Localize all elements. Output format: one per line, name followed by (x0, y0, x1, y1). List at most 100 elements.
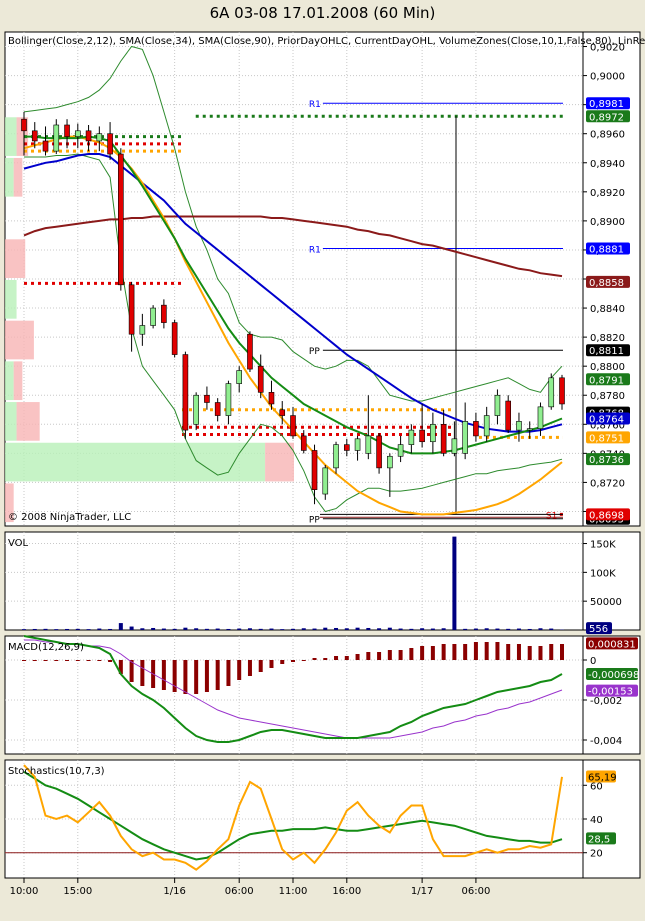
volume-bar (151, 627, 156, 630)
volume-zone-down (5, 483, 14, 523)
candle-body (322, 467, 329, 495)
x-tick-label: 11:00 (279, 886, 308, 897)
candle-body (430, 423, 436, 443)
candle-body (193, 394, 199, 425)
candle-body (290, 415, 296, 437)
candle-body (150, 307, 156, 326)
macd-histogram-bar (452, 644, 457, 660)
bollinger-middle-line (24, 135, 563, 455)
candle-body (505, 400, 512, 431)
macd-histogram-bar (280, 660, 285, 664)
macd-histogram-bar (226, 660, 231, 686)
macd-histogram-bar (387, 650, 392, 660)
macd-line (23, 635, 563, 743)
macd-histogram-bar (366, 652, 371, 660)
volume-bar (409, 628, 414, 630)
volume-bar (355, 627, 360, 630)
copyright-text: © 2008 NinjaTrader, LLC (8, 512, 131, 523)
stochastics-tag-background (586, 832, 616, 845)
volume-zone-up (5, 442, 266, 482)
volume-bar (452, 536, 457, 630)
candle-body (300, 435, 307, 451)
macd-tag-background (586, 668, 638, 680)
macd-histogram-bar (140, 660, 145, 686)
bollinger-lower-band (24, 153, 563, 513)
macd-histogram-bar (312, 658, 317, 660)
candle-body (214, 402, 221, 416)
price-tag-background (586, 344, 630, 357)
x-tick-label: 06:00 (225, 886, 254, 897)
x-tick-label: 06:00 (462, 886, 491, 897)
volume-bar (280, 629, 285, 630)
price-tag-background (586, 110, 630, 123)
price-tag-background (586, 431, 630, 444)
volume-bar (366, 627, 371, 630)
volume-bar (334, 627, 339, 630)
y-tick-label: -0,002 (590, 696, 622, 707)
macd-signal-line (24, 639, 563, 739)
y-tick-label: 0,8800 (590, 362, 625, 373)
macd-histogram-bar (75, 660, 80, 661)
volume-tag-background (586, 622, 612, 635)
candle-body (85, 130, 92, 142)
macd-histogram-bar (420, 646, 425, 660)
macd-histogram-bar (54, 660, 59, 661)
panel-vol-background (4, 531, 584, 631)
macd-tag-background (586, 637, 638, 650)
candle-body (376, 435, 382, 469)
macd-histogram-bar (172, 660, 177, 692)
volume-bar (237, 628, 242, 630)
y-tick-label: 0,8900 (590, 217, 625, 228)
volume-bar (54, 629, 59, 630)
macd-histogram-bar (463, 644, 468, 660)
stochastics-tag-background (586, 770, 616, 783)
candle-body (268, 392, 275, 405)
macd-histogram-bar (495, 642, 500, 660)
stochastics-panel: 60 40 20 Stochastics(10,7,3) 65,19 28,5 (5, 764, 617, 871)
level-label: R1 (309, 100, 321, 110)
macd-histogram-bar (43, 660, 48, 661)
y-tick-label: 50000 (590, 597, 622, 608)
candle-body (21, 118, 27, 132)
macd-histogram-bar (484, 642, 489, 660)
volume-bar (495, 628, 500, 630)
candle-body (247, 333, 253, 370)
y-tick-label: 0 (590, 656, 596, 667)
macd-histogram-bar (409, 648, 414, 660)
volume-zone-up (5, 117, 17, 156)
y-tick-label: 0,9020 (590, 43, 625, 54)
price-tag-background (586, 373, 630, 386)
candle-body (257, 365, 264, 393)
chart-canvas[interactable]: 0,90200,90000,89800,89600,89400,89200,89… (0, 26, 645, 921)
volume-bar (247, 628, 252, 630)
macd-histogram-bar (549, 644, 554, 660)
macd-histogram-bar (183, 660, 188, 694)
volume-bar (269, 628, 274, 630)
macd-tag: -0,00153 (588, 687, 633, 698)
y-tick-label: 0,8820 (590, 333, 625, 344)
volume-zone-down (13, 361, 23, 401)
volume-bar (463, 628, 468, 630)
macd-histogram-bar (377, 652, 382, 660)
volume-bar (140, 628, 145, 630)
macd-histogram-bar (334, 656, 339, 660)
price-tag: 0,8858 (589, 278, 624, 289)
candle-body (53, 124, 60, 152)
x-tick-label: 15:00 (63, 886, 92, 897)
volume-zone-down (265, 442, 294, 482)
volume-bar (129, 626, 134, 630)
price-tag: 0,8751 (589, 433, 624, 444)
candle-body (548, 377, 555, 408)
volume-bar (65, 628, 70, 630)
macd-histogram-bar (398, 650, 403, 660)
volume-bar (183, 627, 188, 630)
volume-panel: 150K 100K 50000 VOL 556 (5, 536, 622, 635)
volume-bar (420, 628, 425, 630)
volume-tag: 556 (589, 624, 608, 635)
window-title: 6A 03-08 17.01.2008 (60 Min) (209, 4, 436, 22)
candle-body (451, 438, 458, 454)
level-label: S1 (546, 511, 557, 521)
volume-zone-up (5, 402, 17, 441)
volume-bar (215, 628, 220, 630)
y-tick-label: -0,004 (590, 736, 622, 747)
